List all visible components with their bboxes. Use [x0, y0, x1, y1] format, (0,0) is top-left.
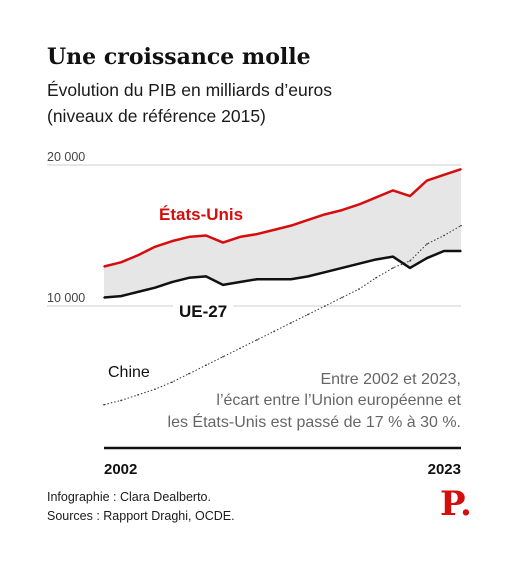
point-us-2016 — [341, 209, 343, 211]
point-china-2005 — [154, 388, 156, 390]
point-china-2022 — [443, 234, 445, 237]
point-china-2021 — [426, 243, 428, 245]
point-china-2014 — [307, 313, 309, 316]
series-lines — [103, 168, 462, 406]
point-eu-2008 — [205, 275, 207, 278]
point-eu-2020 — [409, 267, 411, 269]
point-us-2002 — [103, 265, 105, 268]
subtitle-line-2: (niveaux de référence 2015) — [47, 106, 266, 126]
annotation-line-1: Entre 2002 et 2023, — [320, 371, 461, 388]
point-us-2022 — [443, 174, 445, 176]
point-china-2020 — [409, 260, 411, 262]
point-us-2007 — [188, 236, 190, 238]
point-china-2002 — [103, 403, 105, 406]
point-eu-2011 — [256, 278, 258, 281]
point-china-2018 — [375, 277, 377, 279]
point-eu-2009 — [222, 284, 224, 286]
point-us-2003 — [120, 261, 122, 264]
point-us-2014 — [307, 219, 309, 221]
point-china-2003 — [120, 399, 122, 402]
x-axis-labels: 2002 2023 — [104, 461, 461, 478]
point-china-2019 — [392, 267, 394, 269]
point-us-2004 — [137, 254, 139, 257]
point-eu-2012 — [273, 278, 275, 281]
point-us-2005 — [154, 245, 156, 248]
point-china-2007 — [188, 372, 190, 375]
y-tick-label: 10 000 — [47, 291, 85, 305]
point-eu-2005 — [154, 286, 156, 289]
sources-line: Sources : Rapport Draghi, OCDE. — [47, 509, 235, 523]
point-eu-2018 — [375, 258, 377, 261]
point-eu-2002 — [103, 296, 105, 299]
point-china-2009 — [222, 355, 224, 358]
x-tick-label-start: 2002 — [104, 461, 137, 478]
annotation: Entre 2002 et 2023, l’écart entre l’Unio… — [168, 371, 462, 431]
footer-credits: Infographie : Clara Dealberto. Sources :… — [47, 488, 235, 526]
point-us-2008 — [205, 234, 207, 237]
point-eu-2010 — [239, 281, 241, 283]
point-us-2015 — [324, 213, 326, 216]
brand-logo: P. — [440, 484, 472, 524]
series-line-us — [103, 168, 462, 268]
point-china-2013 — [290, 322, 292, 324]
credit-line: Infographie : Clara Dealberto. — [47, 490, 211, 504]
point-china-2004 — [137, 394, 139, 396]
series-line-eu — [103, 249, 461, 299]
series-label-eu: UE-27 — [179, 302, 227, 321]
point-us-2011 — [256, 233, 258, 235]
point-china-2008 — [205, 364, 207, 367]
annotation-line-3: les États-Unis est passé de 17 % à 30 %. — [168, 412, 461, 431]
grid — [47, 164, 461, 307]
series-label-china: Chine — [108, 364, 150, 381]
point-eu-2003 — [120, 295, 122, 297]
point-china-2017 — [358, 288, 360, 290]
gap-band-us-eu — [104, 169, 461, 298]
point-eu-2022 — [443, 250, 445, 252]
series-label-us: États-Unis — [159, 205, 243, 224]
point-us-2018 — [375, 196, 377, 199]
point-us-2020 — [409, 195, 411, 197]
point-eu-2021 — [426, 257, 428, 259]
point-us-2019 — [392, 189, 394, 192]
point-china-2011 — [256, 339, 258, 341]
eu-label-background — [173, 301, 234, 322]
point-eu-2023 — [460, 250, 462, 252]
point-us-2012 — [273, 229, 275, 231]
point-china-2015 — [324, 305, 326, 307]
point-eu-2004 — [137, 291, 139, 293]
point-us-2017 — [358, 203, 360, 206]
annotation-line-2: l’écart entre l’Union européenne et — [216, 392, 461, 409]
point-us-2021 — [426, 179, 428, 182]
subtitle-line-1: Évolution du PIB en milliards d’euros — [47, 80, 333, 100]
series-line-china — [103, 225, 462, 406]
point-us-2006 — [171, 240, 173, 242]
point-eu-2017 — [358, 262, 360, 265]
point-us-2009 — [222, 241, 224, 244]
point-eu-2019 — [392, 255, 394, 258]
y-tick-label: 20 000 — [47, 150, 85, 164]
point-us-2013 — [290, 224, 292, 227]
point-china-2012 — [273, 330, 275, 333]
point-china-2006 — [171, 381, 173, 383]
x-tick-label-end: 2023 — [428, 461, 461, 478]
y-axis-labels: 10 000 20 000 — [47, 150, 85, 305]
point-eu-2014 — [307, 275, 309, 278]
point-eu-2016 — [341, 267, 343, 269]
point-china-2023 — [460, 224, 462, 227]
point-china-2010 — [239, 347, 241, 350]
point-eu-2007 — [188, 277, 190, 279]
chart-title: Une croissance molle — [47, 44, 311, 70]
point-eu-2006 — [171, 281, 173, 283]
point-eu-2013 — [290, 278, 292, 281]
point-us-2010 — [239, 236, 241, 238]
point-eu-2015 — [324, 271, 326, 273]
chart-subtitle: Évolution du PIB en milliards d’euros (n… — [47, 77, 332, 129]
point-china-2016 — [341, 296, 343, 299]
point-us-2023 — [460, 168, 462, 171]
